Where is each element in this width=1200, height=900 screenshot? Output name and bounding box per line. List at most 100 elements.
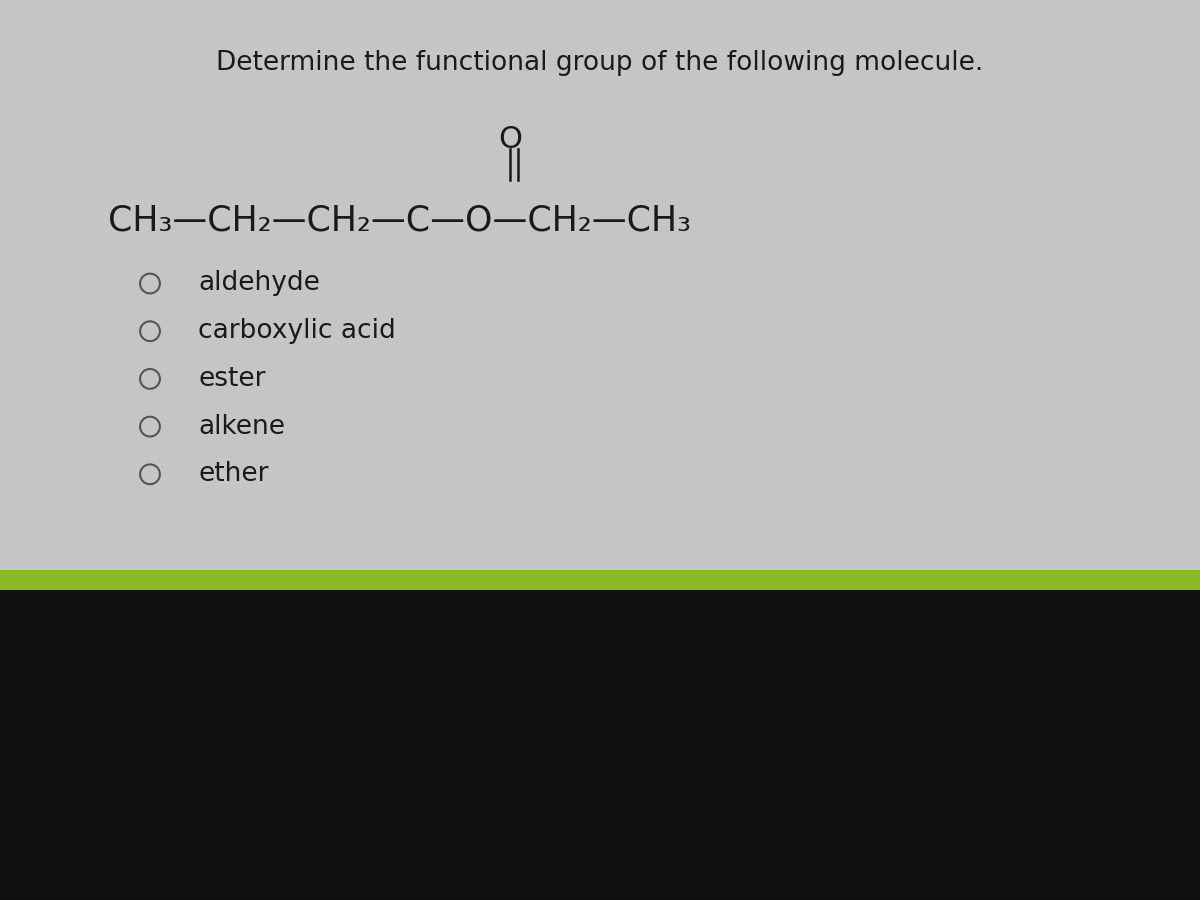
Point <box>1067 253 1086 267</box>
Point <box>271 3 290 17</box>
Point <box>391 86 410 101</box>
Point <box>960 64 979 78</box>
Point <box>528 536 547 550</box>
Point <box>547 62 566 77</box>
Point <box>1150 110 1169 124</box>
Point <box>862 539 881 554</box>
Point <box>965 426 984 440</box>
Point <box>194 428 214 443</box>
Point <box>1132 363 1151 377</box>
Point <box>1123 500 1142 514</box>
Point <box>919 418 938 432</box>
Point <box>948 371 967 385</box>
Point <box>787 220 806 235</box>
Point <box>138 16 157 31</box>
Point <box>572 79 592 94</box>
Point <box>943 360 962 374</box>
Point <box>94 0 113 10</box>
Point <box>767 521 786 535</box>
Point <box>29 88 48 103</box>
Point <box>106 371 125 385</box>
Point <box>780 223 799 238</box>
Point <box>259 491 278 506</box>
Point <box>383 71 402 86</box>
Point <box>850 338 869 352</box>
Point <box>742 41 761 56</box>
Point <box>803 492 822 507</box>
Point <box>521 351 540 365</box>
Point <box>1064 153 1084 167</box>
Point <box>565 484 584 499</box>
Point <box>89 417 108 431</box>
Point <box>85 89 104 104</box>
Point <box>426 446 445 461</box>
Point <box>262 115 281 130</box>
Point <box>137 4 156 19</box>
Point <box>670 284 689 298</box>
Point <box>376 132 395 147</box>
Point <box>522 193 541 207</box>
Point <box>14 509 34 524</box>
Point <box>462 491 481 505</box>
Point <box>650 386 670 400</box>
Point <box>1081 235 1100 249</box>
Point <box>443 55 462 69</box>
Point <box>476 257 496 272</box>
Point <box>750 247 769 261</box>
Point <box>780 204 799 219</box>
Point <box>1170 59 1189 74</box>
Point <box>935 111 954 125</box>
Point <box>162 20 181 34</box>
Point <box>137 311 156 326</box>
Point <box>454 399 473 413</box>
Point <box>137 79 156 94</box>
Point <box>1067 485 1086 500</box>
Point <box>673 437 692 452</box>
Point <box>632 500 652 514</box>
Point <box>634 386 653 400</box>
Point <box>118 466 137 481</box>
Point <box>197 518 216 532</box>
Point <box>145 62 164 77</box>
Point <box>244 117 263 131</box>
Point <box>1061 496 1080 510</box>
Point <box>487 199 506 213</box>
Point <box>330 438 349 453</box>
Point <box>736 500 755 515</box>
Point <box>200 217 220 231</box>
Point <box>308 324 328 338</box>
Point <box>474 523 493 537</box>
Point <box>281 555 300 570</box>
Point <box>238 99 257 113</box>
Point <box>113 247 132 261</box>
Point <box>701 264 720 278</box>
Point <box>797 157 816 171</box>
Point <box>14 543 34 557</box>
Point <box>71 59 90 74</box>
Point <box>904 192 923 206</box>
Point <box>221 266 240 281</box>
Point <box>268 343 287 357</box>
Point <box>592 236 611 250</box>
Point <box>56 328 76 342</box>
Point <box>752 282 772 296</box>
Point <box>422 454 442 469</box>
Point <box>0 454 19 469</box>
Point <box>286 500 305 515</box>
Point <box>1115 539 1134 554</box>
Point <box>827 370 846 384</box>
Point <box>688 16 707 31</box>
Point <box>46 115 65 130</box>
Point <box>134 284 154 298</box>
Point <box>499 443 518 457</box>
Point <box>1061 122 1080 137</box>
Point <box>226 108 245 122</box>
Point <box>748 161 767 176</box>
Point <box>793 175 812 189</box>
Point <box>456 264 475 278</box>
Point <box>912 121 931 135</box>
Point <box>848 27 868 41</box>
Point <box>1108 147 1127 161</box>
Point <box>857 28 876 42</box>
Point <box>551 369 570 383</box>
